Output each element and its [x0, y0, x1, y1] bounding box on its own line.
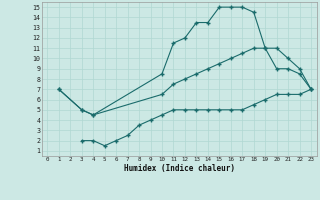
X-axis label: Humidex (Indice chaleur): Humidex (Indice chaleur)	[124, 164, 235, 173]
